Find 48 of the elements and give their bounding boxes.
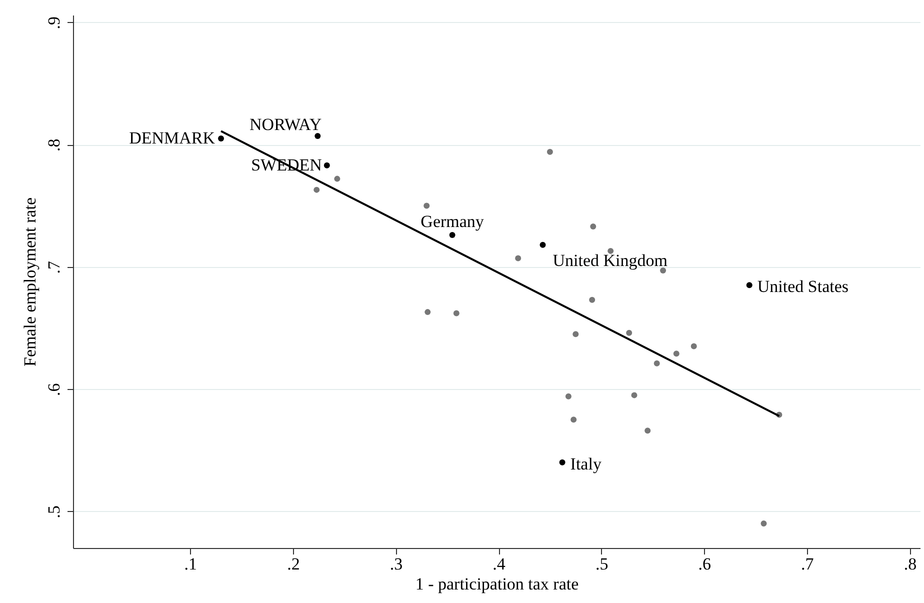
point (515, 255, 522, 262)
point (324, 162, 330, 168)
point (644, 428, 651, 434)
point (673, 350, 680, 357)
x-tick-label: .4 (492, 554, 506, 574)
point (631, 392, 638, 398)
point (314, 133, 321, 140)
y-tick-label: .9 (44, 16, 64, 30)
point (424, 309, 431, 316)
y-tick-label: .8 (44, 138, 64, 152)
x-tick-label: .3 (390, 554, 403, 574)
x-tick-label: .1 (184, 554, 198, 574)
point (746, 282, 752, 288)
point (760, 520, 767, 527)
point (589, 296, 596, 303)
point (654, 360, 660, 366)
point (565, 393, 572, 400)
y-axis-title: Female employment rate (20, 198, 40, 366)
data-label: Germany (420, 212, 484, 232)
x-tick-label: .8 (904, 554, 917, 574)
y-tick-label: .5 (44, 505, 64, 518)
y-tick-label: .7 (44, 260, 64, 274)
y-tick-label: .6 (44, 383, 64, 396)
data-label: DENMARK (129, 128, 216, 148)
point (690, 343, 697, 350)
data-label: NORWAY (250, 115, 322, 134)
point (314, 186, 320, 193)
point (453, 310, 460, 316)
data-label: Italy (570, 454, 602, 474)
point (540, 242, 546, 248)
x-tick-label: .6 (698, 554, 712, 574)
point (626, 330, 632, 336)
x-tick-label: .7 (801, 554, 814, 574)
data-label: United States (757, 277, 849, 296)
point (572, 331, 579, 338)
point (546, 148, 553, 155)
x-tick-label: .5 (595, 554, 608, 574)
point (608, 248, 614, 254)
point (449, 232, 456, 238)
x-axis-title: 1 - participation tax rate (415, 574, 579, 594)
point (570, 416, 577, 423)
x-tick-label: .2 (287, 554, 300, 574)
point (424, 202, 430, 209)
point (334, 176, 340, 182)
point (559, 459, 566, 466)
point (590, 223, 596, 230)
point (218, 135, 224, 142)
data-label: United Kingdom (552, 250, 668, 270)
